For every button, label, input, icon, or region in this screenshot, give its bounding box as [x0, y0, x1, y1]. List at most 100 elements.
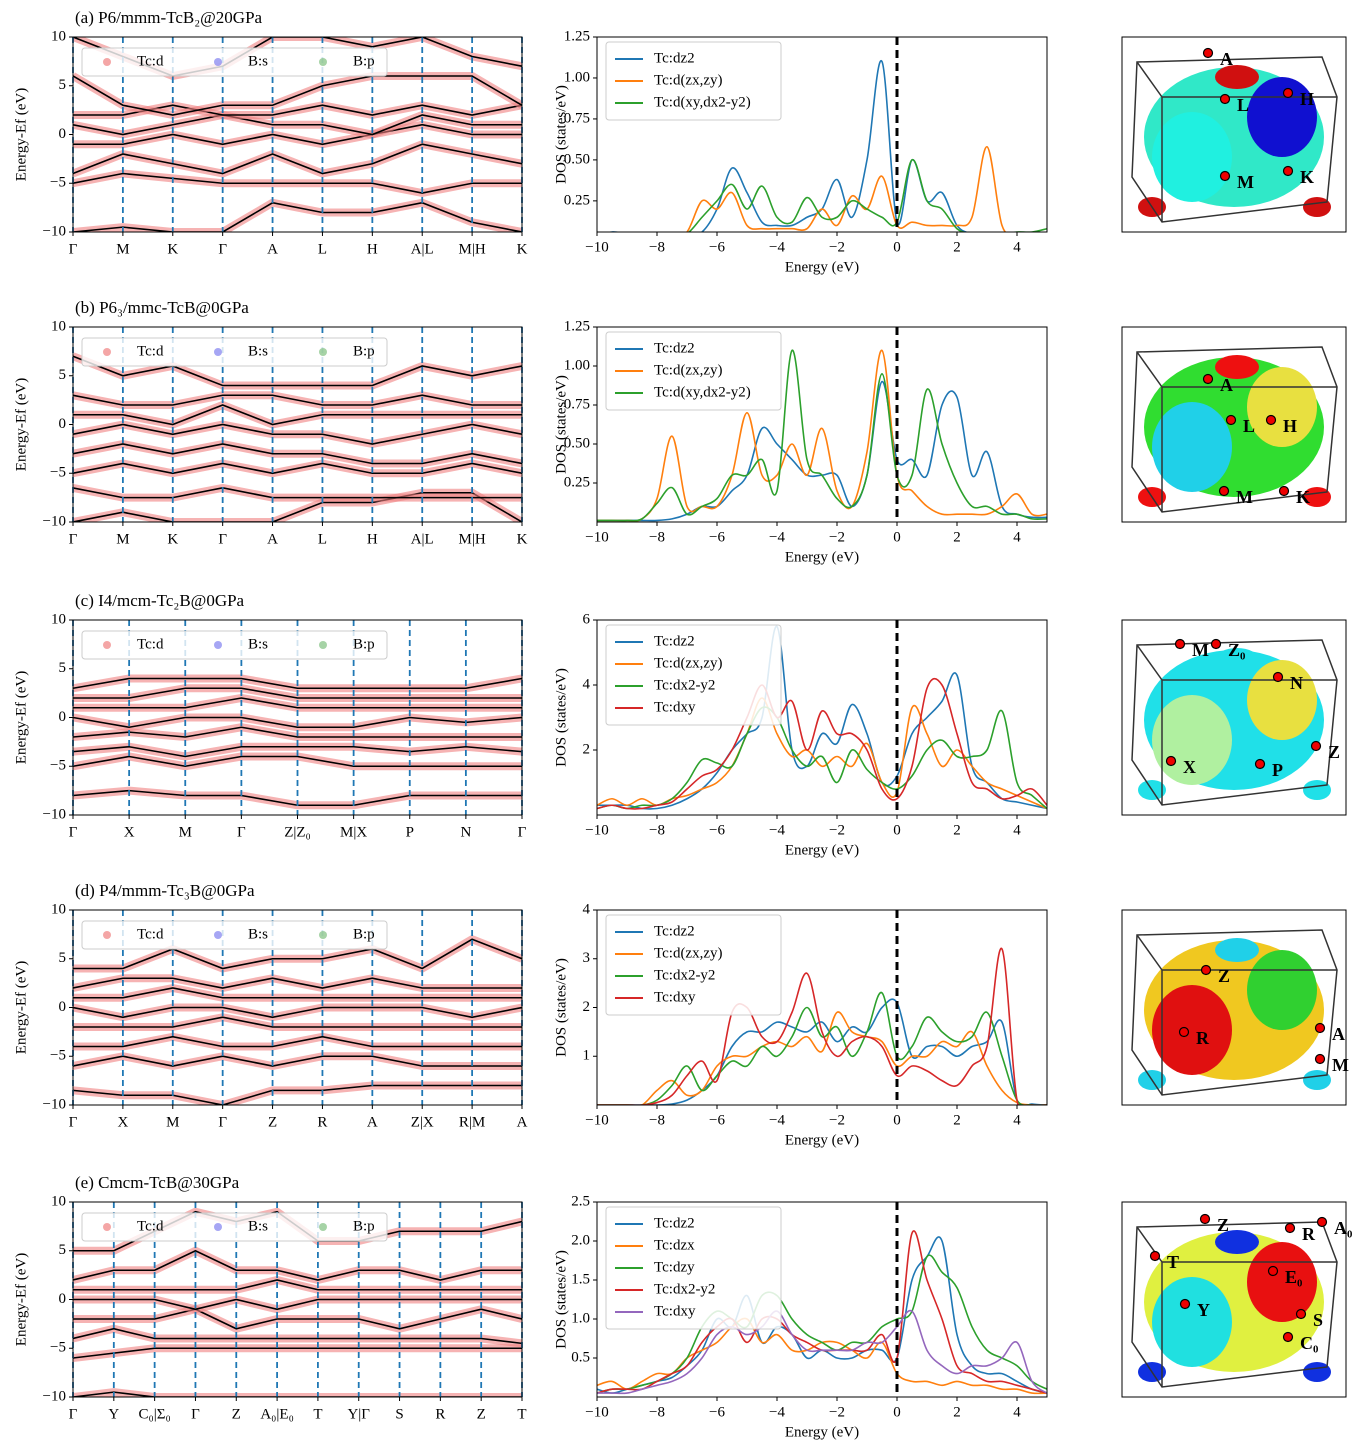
chart-title: (a) P6/mmm-TcB₂@20GPa: [75, 8, 263, 27]
x-tick-label: Γ: [69, 824, 78, 840]
y-axis-label: Energy-Ef (eV): [13, 961, 29, 1054]
x-tick-label: R: [317, 1114, 327, 1130]
legend-box: [81, 47, 388, 77]
legend-box: [81, 337, 388, 367]
axes-frame: [596, 1201, 1048, 1398]
x-tick-label: K: [517, 241, 528, 257]
x-tick-label: K: [517, 531, 528, 547]
x-tick-label: 2: [953, 529, 961, 545]
band-line: [73, 1391, 522, 1397]
k-point: [1267, 1265, 1279, 1277]
y-tick-label: 1.00: [564, 69, 590, 85]
x-tick-label: P: [406, 824, 414, 840]
k-point-label: Z: [1217, 1215, 1229, 1235]
k-point: [1265, 414, 1277, 426]
y-tick-label: 0: [59, 1291, 67, 1307]
k-point-label: A: [1220, 375, 1233, 395]
x-tick-label: A|L: [411, 241, 434, 257]
band-line: [73, 687, 522, 699]
k-point-label: L: [1243, 416, 1255, 436]
band-line: [73, 114, 522, 136]
band-weight: [73, 1013, 522, 1031]
x-tick-label: M: [166, 1114, 179, 1130]
x-tick-label: A: [267, 241, 278, 257]
x-tick-label: 4: [1013, 822, 1021, 838]
chart-title: (c) I4/mcm-Tc₂B@0GPa: [75, 591, 245, 610]
k-point: [1202, 47, 1214, 59]
y-tick-label: −5: [50, 465, 66, 481]
band-line: [73, 172, 522, 194]
x-axis-label: Energy (eV): [785, 549, 859, 565]
x-tick-label: Γ: [69, 1114, 78, 1130]
y-tick-label: 0.75: [564, 396, 590, 412]
y-tick-label: 10: [51, 611, 66, 627]
y-tick-label: 0: [59, 126, 67, 142]
band-line: [73, 462, 522, 475]
k-point-label: C₀: [1300, 1333, 1318, 1353]
y-tick-label: 0.5: [571, 1349, 590, 1365]
x-tick-label: N: [460, 824, 471, 840]
x-tick-label: −8: [649, 239, 665, 255]
dos-line: [685, 145, 1007, 232]
k-point: [1178, 1026, 1190, 1038]
x-axis-label: Energy (eV): [785, 259, 859, 275]
legend-label: B:p: [353, 343, 375, 359]
legend-label: Tc:dz2: [654, 1215, 695, 1231]
k-point: [1316, 1216, 1328, 1228]
x-tick-label: Γ: [218, 241, 227, 257]
band-line: [73, 716, 522, 729]
brillouin-zone: [1131, 929, 1338, 1096]
y-tick-label: −5: [50, 758, 66, 774]
x-tick-label: −10: [585, 1112, 608, 1128]
x-tick-label: 0: [893, 822, 901, 838]
y-tick-label: 0.25: [564, 474, 590, 490]
x-tick-label: M: [179, 824, 192, 840]
y-tick-label: 5: [59, 367, 67, 383]
dos-line: [597, 992, 1047, 1105]
k-point: [1174, 638, 1186, 650]
band-line: [73, 355, 522, 387]
legend-box: [81, 1212, 388, 1242]
x-tick-label: −8: [649, 1112, 665, 1128]
fermi-surface: A L H M K: [1121, 326, 1347, 523]
legend-label: Tc:d: [137, 1218, 164, 1234]
surface-blob: [1247, 950, 1317, 1030]
y-tick-label: −5: [50, 175, 66, 191]
legend-label: Tc:d(zx,zy): [654, 945, 723, 961]
legend-label: B:p: [353, 1218, 375, 1234]
legend-label: B:s: [248, 1218, 268, 1234]
x-tick-label: −2: [829, 239, 845, 255]
band-line: [73, 404, 522, 426]
x-tick-label: A₀|E₀: [260, 1406, 293, 1422]
band-weight: [73, 1324, 522, 1348]
x-tick-label: Γ: [218, 1114, 227, 1130]
x-tick-label: 0: [893, 239, 901, 255]
x-tick-label: M|X: [340, 824, 367, 840]
x-tick-label: Γ: [69, 1406, 78, 1422]
k-point: [1314, 1022, 1326, 1034]
k-point: [1314, 1053, 1326, 1065]
legend-label: B:p: [353, 53, 375, 69]
band-line: [73, 726, 522, 738]
y-tick-label: −10: [43, 1096, 66, 1112]
k-point: [1218, 485, 1230, 497]
k-point: [1165, 755, 1177, 767]
legend-label: Tc:dz2: [654, 923, 695, 939]
k-point: [1282, 165, 1294, 177]
dos-line: [597, 625, 1047, 810]
legend-label: Tc:dz2: [654, 50, 695, 66]
fermi-surface: Z R A₀ T E₀ Y S C₀: [1121, 1201, 1352, 1398]
band-line: [73, 1298, 522, 1311]
plot-area: [597, 948, 1047, 1105]
axes-frame: [596, 326, 1048, 523]
chart-title: (e) Cmcm-TcB@30GPa: [75, 1173, 240, 1192]
y-tick-label: 4: [583, 901, 591, 917]
y-tick-label: 1.25: [564, 28, 590, 44]
x-axis-label: Energy (eV): [785, 1424, 859, 1440]
k-point-label: T: [1167, 1252, 1179, 1272]
k-point-label: S: [1313, 1310, 1323, 1330]
x-tick-label: M: [116, 531, 129, 547]
y-tick-label: 6: [583, 611, 591, 627]
x-tick-label: T: [313, 1406, 322, 1422]
x-tick-label: −10: [585, 529, 608, 545]
